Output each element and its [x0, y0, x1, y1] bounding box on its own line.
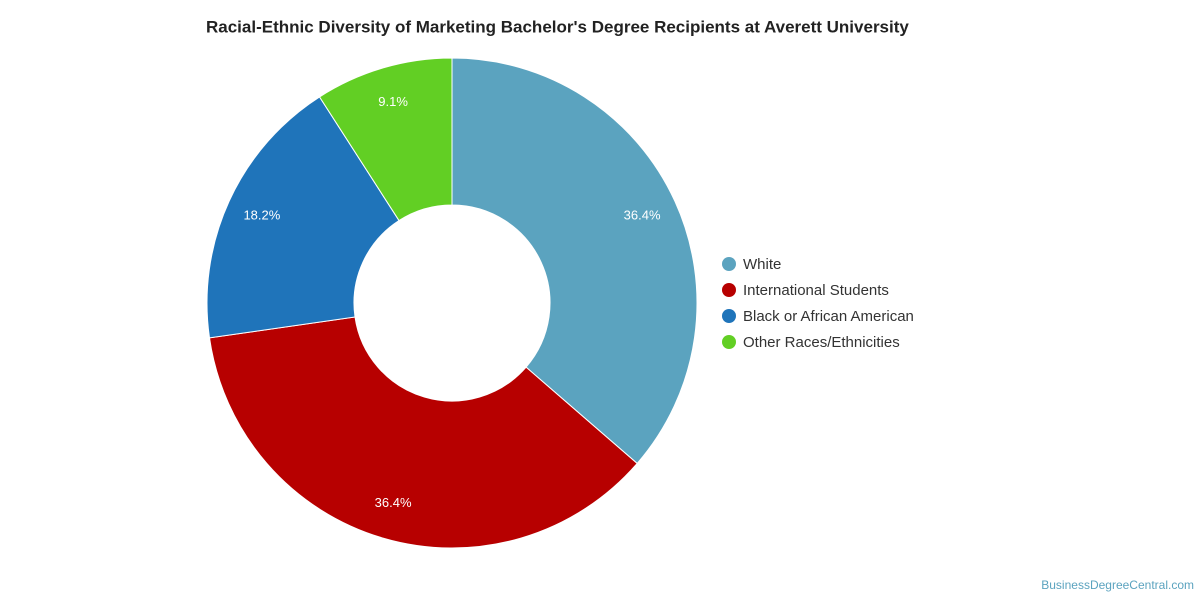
slice-label: 36.4%	[624, 208, 661, 223]
legend-label: White	[743, 256, 781, 273]
legend-swatch	[722, 283, 736, 297]
chart-title: Racial-Ethnic Diversity of Marketing Bac…	[206, 17, 909, 36]
source-credit: BusinessDegreeCentral.com	[1041, 578, 1194, 592]
donut-slice	[208, 316, 638, 549]
legend-label: International Students	[743, 282, 889, 299]
legend-swatch	[722, 257, 736, 271]
slice-label: 18.2%	[243, 208, 280, 223]
slice-label: 36.4%	[375, 495, 412, 510]
legend-swatch	[722, 309, 736, 323]
donut-slice	[206, 96, 400, 339]
legend-swatch	[722, 335, 736, 349]
legend-label: Other Races/Ethnicities	[743, 334, 900, 351]
slice-label: 9.1%	[378, 94, 408, 109]
legend-label: Black or African American	[743, 308, 914, 325]
donut-slice	[318, 57, 453, 222]
donut-slice	[451, 57, 698, 465]
